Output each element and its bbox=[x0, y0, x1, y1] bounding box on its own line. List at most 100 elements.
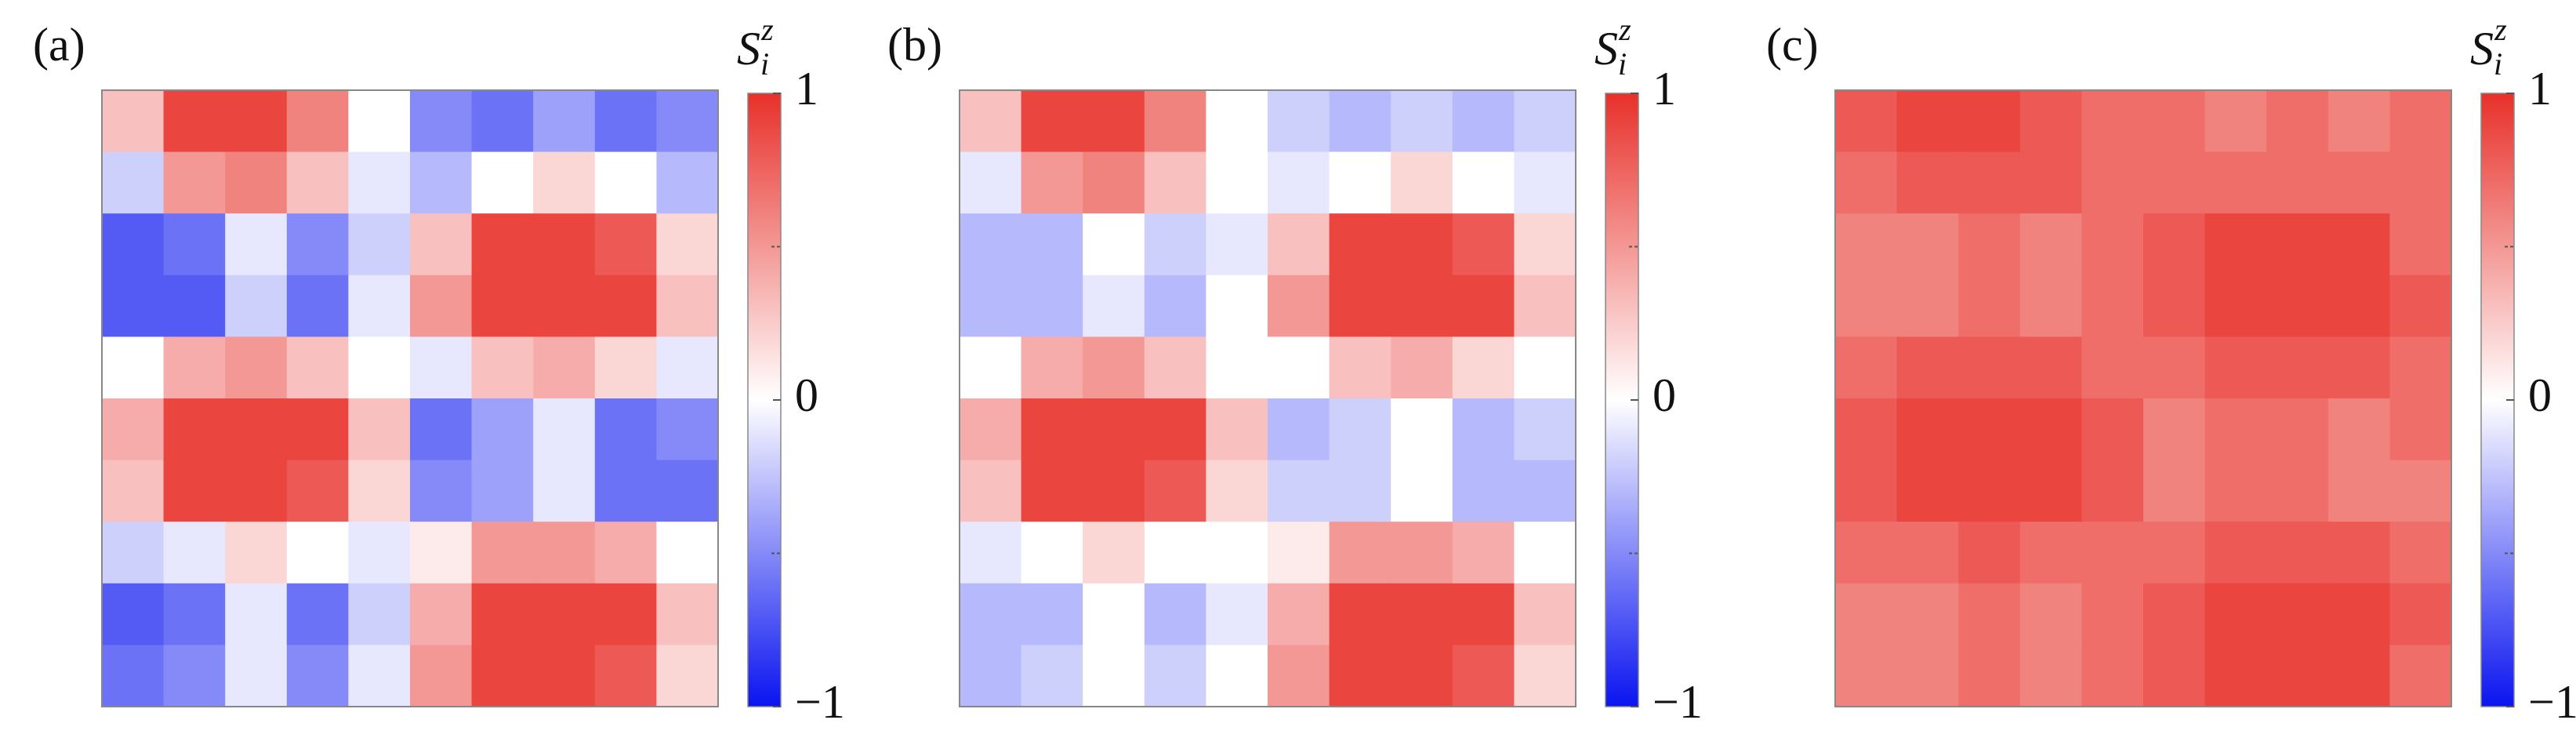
heatmap-cell bbox=[533, 398, 596, 461]
colorbar-tick-label: −1 bbox=[795, 676, 845, 728]
heatmap-cell bbox=[286, 460, 349, 522]
heatmap-cell bbox=[1268, 90, 1330, 153]
heatmap-cell bbox=[2389, 522, 2452, 584]
heatmap-cell bbox=[1083, 213, 1145, 276]
heatmap-cell bbox=[348, 398, 411, 461]
heatmap-cell bbox=[1391, 645, 1453, 707]
heatmap-cell bbox=[1452, 274, 1515, 337]
heatmap-cell bbox=[2019, 151, 2082, 214]
heatmap-cell bbox=[1329, 90, 1391, 153]
heatmap-cell bbox=[960, 336, 1022, 399]
colorbar-label-superscript: z bbox=[2494, 12, 2507, 47]
plot-frame bbox=[1834, 89, 2452, 707]
heatmap-cell bbox=[1835, 213, 1898, 276]
heatmap-cell bbox=[2204, 522, 2267, 584]
heatmap-cell bbox=[471, 336, 534, 399]
colorbar-label-superscript: z bbox=[1618, 12, 1631, 47]
heatmap-cell bbox=[225, 460, 288, 522]
heatmap-cell bbox=[1835, 645, 1898, 707]
heatmap-cell bbox=[2327, 460, 2390, 522]
heatmap-cell bbox=[102, 336, 165, 399]
heatmap-cell bbox=[2327, 583, 2390, 645]
heatmap-cell bbox=[1021, 645, 1083, 707]
heatmap-cell bbox=[1206, 336, 1268, 399]
heatmap-cell bbox=[2143, 90, 2206, 153]
heatmap-cell bbox=[2204, 151, 2267, 214]
heatmap-cell bbox=[1268, 583, 1330, 645]
heatmap-cell bbox=[225, 90, 288, 153]
heatmap-cell bbox=[2327, 398, 2390, 461]
heatmap-cell bbox=[594, 398, 657, 461]
heatmap-cell bbox=[960, 90, 1022, 153]
heatmap-cell bbox=[286, 90, 349, 153]
heatmap-cell bbox=[2266, 460, 2329, 522]
heatmap-cell bbox=[2389, 398, 2452, 461]
heatmap-cell bbox=[1391, 213, 1453, 276]
heatmap-cell bbox=[656, 90, 719, 153]
heatmap-cell bbox=[225, 522, 288, 584]
heatmap-cell bbox=[1144, 213, 1206, 276]
heatmap-cell bbox=[2327, 151, 2390, 214]
heatmap-cell bbox=[533, 645, 596, 707]
heatmap-cell bbox=[656, 213, 719, 276]
heatmap-cell bbox=[471, 151, 534, 214]
heatmap-cell bbox=[348, 336, 411, 399]
heatmap-cell bbox=[102, 522, 165, 584]
heatmap-cell bbox=[1896, 398, 1959, 461]
heatmap-cell bbox=[1021, 583, 1083, 645]
heatmap-cell bbox=[1958, 398, 2021, 461]
heatmap-cell bbox=[656, 583, 719, 645]
heatmap-cell bbox=[1896, 90, 1959, 153]
heatmap-cell bbox=[471, 460, 534, 522]
heatmap-cell bbox=[1329, 213, 1391, 276]
heatmap-cell bbox=[163, 151, 226, 214]
heatmap-cell bbox=[225, 583, 288, 645]
heatmap-cell bbox=[1514, 90, 1576, 153]
heatmap-cell bbox=[1268, 398, 1330, 461]
heatmap-cell bbox=[102, 274, 165, 337]
heatmap-cell bbox=[1514, 522, 1576, 584]
heatmap-cell bbox=[2019, 398, 2082, 461]
heatmap-cell bbox=[1083, 645, 1145, 707]
heatmap-cell bbox=[225, 645, 288, 707]
heatmap-cell bbox=[1144, 460, 1206, 522]
heatmap-cell bbox=[225, 151, 288, 214]
heatmap-cell bbox=[1083, 398, 1145, 461]
heatmap-cell bbox=[1391, 274, 1453, 337]
heatmap-cell bbox=[410, 645, 473, 707]
heatmap-cell bbox=[1452, 151, 1515, 214]
heatmap-cell bbox=[2143, 398, 2206, 461]
heatmap-cell bbox=[2081, 274, 2144, 337]
heatmap-cell bbox=[1514, 274, 1576, 337]
heatmap-cell bbox=[1329, 151, 1391, 214]
heatmap-cell bbox=[1268, 274, 1330, 337]
heatmap-cell bbox=[533, 213, 596, 276]
colorbar-tick-label: 1 bbox=[2528, 63, 2552, 115]
heatmap-cell bbox=[2266, 522, 2329, 584]
heatmap-cell bbox=[2204, 213, 2267, 276]
heatmap-cell bbox=[1835, 583, 1898, 645]
heatmap-cell bbox=[533, 90, 596, 153]
heatmap-cell bbox=[1206, 583, 1268, 645]
heatmap-cell bbox=[1021, 90, 1083, 153]
heatmap-cell bbox=[2019, 460, 2082, 522]
heatmap-cell bbox=[1452, 90, 1515, 153]
heatmap-cell bbox=[286, 336, 349, 399]
heatmap-cell bbox=[1144, 90, 1206, 153]
colorbar-label-subscript: i bbox=[760, 46, 769, 82]
heatmap-cell bbox=[102, 645, 165, 707]
heatmap-cell bbox=[533, 522, 596, 584]
heatmap-cell bbox=[1391, 398, 1453, 461]
colorbar-label: Siz bbox=[737, 12, 774, 82]
heatmap-cell bbox=[1896, 645, 1959, 707]
heatmap-cell bbox=[1206, 274, 1268, 337]
heatmap-cell bbox=[348, 151, 411, 214]
heatmap-cell bbox=[1268, 336, 1330, 399]
heatmap-cell bbox=[2081, 522, 2144, 584]
heatmap-cell bbox=[1452, 213, 1515, 276]
heatmap-cell bbox=[225, 336, 288, 399]
colorbar-tick-label: −1 bbox=[2528, 676, 2576, 728]
heatmap-cell bbox=[1958, 151, 2021, 214]
heatmap-cell bbox=[163, 645, 226, 707]
heatmap-cell bbox=[960, 151, 1022, 214]
